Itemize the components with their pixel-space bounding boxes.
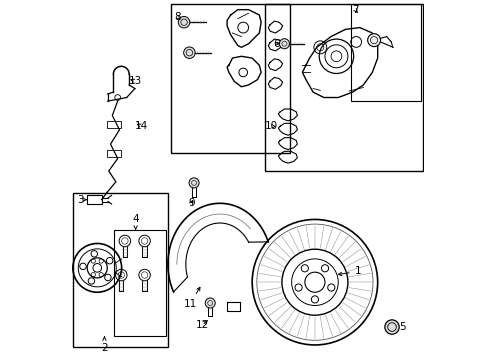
- Text: 10: 10: [265, 121, 278, 131]
- Circle shape: [189, 178, 199, 188]
- Text: 1: 1: [339, 266, 361, 276]
- Text: 4: 4: [132, 215, 139, 230]
- Bar: [87, 195, 101, 204]
- Bar: [107, 149, 122, 157]
- Circle shape: [184, 47, 195, 58]
- Text: 3: 3: [77, 195, 86, 205]
- Bar: [107, 121, 122, 128]
- Text: 6: 6: [273, 39, 280, 49]
- Bar: [172, 4, 290, 153]
- Text: 13: 13: [129, 76, 142, 86]
- Text: 8: 8: [174, 12, 180, 22]
- Text: 12: 12: [196, 320, 209, 330]
- Text: 9: 9: [188, 198, 195, 208]
- Circle shape: [368, 34, 381, 46]
- Circle shape: [205, 298, 215, 308]
- Bar: [114, 230, 166, 336]
- Bar: [351, 4, 421, 101]
- Text: 7: 7: [352, 5, 358, 15]
- Circle shape: [178, 17, 190, 28]
- Text: 2: 2: [101, 337, 108, 353]
- Circle shape: [279, 39, 290, 49]
- Bar: [73, 193, 168, 347]
- Bar: [265, 4, 422, 171]
- Text: 11: 11: [184, 287, 200, 309]
- Circle shape: [385, 320, 399, 334]
- Text: 14: 14: [135, 121, 148, 131]
- Text: 5: 5: [399, 322, 406, 332]
